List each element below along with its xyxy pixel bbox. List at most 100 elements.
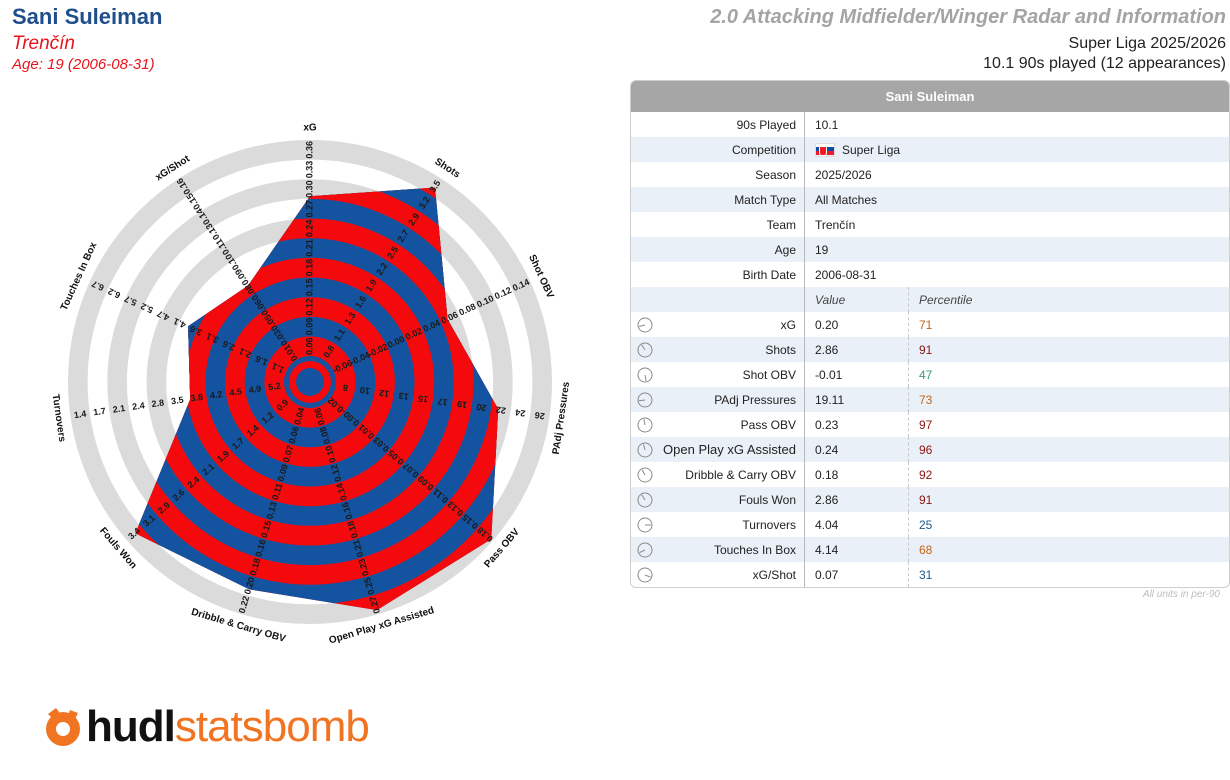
percentile-clock-icon xyxy=(631,467,659,483)
tick-label: 4.7 xyxy=(155,309,171,323)
axis-label: PAdj Pressures xyxy=(551,381,572,455)
tick-label: 0.04 xyxy=(292,406,307,426)
nineties-played-line: 10.1 90s played (12 appearances) xyxy=(983,55,1226,72)
metric-value: 4.04 xyxy=(805,512,909,537)
tick-label: 0.18 xyxy=(345,520,360,540)
metric-label: Shot OBV xyxy=(659,362,805,387)
percentile-clock-icon xyxy=(631,317,659,333)
tick-label: 26 xyxy=(534,410,545,421)
row-value: All Matches xyxy=(805,193,877,207)
row-label: Team xyxy=(659,212,805,237)
metric-row: Shot OBV -0.01 47 xyxy=(631,362,1229,387)
tick-label: 3.8 xyxy=(190,392,204,404)
metric-percentile: 91 xyxy=(919,492,933,507)
table-row: Match Type All Matches xyxy=(631,187,1229,212)
tick-label: 6.7 xyxy=(90,279,106,293)
tick-label: 24 xyxy=(515,407,526,418)
metric-value: 0.07 xyxy=(805,562,909,587)
tick-label: 22 xyxy=(495,404,506,415)
metric-row: Fouls Won 2.86 91 xyxy=(631,487,1229,512)
tick-label: 0.06 xyxy=(312,407,327,427)
units-footnote: All units in per-90 xyxy=(1142,589,1220,600)
tick-label: 0.13 xyxy=(264,501,279,521)
metric-percentile: 71 xyxy=(919,317,933,332)
tick-label: 0.33 xyxy=(304,161,314,179)
axis-label: xG xyxy=(303,123,317,134)
age-line: Age: 19 (2006-08-31) xyxy=(12,56,155,73)
row-label: 90s Played xyxy=(659,112,805,137)
column-header-value: Value xyxy=(805,287,909,312)
tick-label: 15 xyxy=(417,393,428,404)
tick-label: 3.1 xyxy=(205,331,221,345)
metric-percentile: 25 xyxy=(919,517,933,532)
percentile-clock-icon xyxy=(631,417,659,433)
metric-value: 0.20 xyxy=(805,312,909,337)
table-row: 90s Played 10.1 xyxy=(631,112,1229,137)
metric-label: Shots xyxy=(659,337,805,362)
row-value-text: 10.1 xyxy=(815,117,839,132)
tick-label: 0.15 xyxy=(304,279,314,297)
metric-percentile: 73 xyxy=(919,392,933,407)
tick-label: 0.16 xyxy=(340,501,355,521)
metric-label: Open Play xG Assisted xyxy=(659,437,805,462)
tick-label: 0.07 xyxy=(281,444,296,464)
tick-label: 0.15 xyxy=(259,519,274,539)
percentile-clock-icon xyxy=(631,492,659,508)
tick-label: 0.12 xyxy=(493,285,513,301)
tick-label: 0.09 xyxy=(304,318,314,336)
column-header-percentile: Percentile xyxy=(919,292,973,307)
tick-label: 2.6 xyxy=(221,338,237,352)
metric-label: PAdj Pressures xyxy=(659,387,805,412)
axis-label: Turnovers xyxy=(50,393,68,443)
table-row: Competition Super Liga xyxy=(631,137,1229,162)
row-value-text: Trenčín xyxy=(815,217,856,232)
tick-label: 2.4 xyxy=(132,400,146,412)
tick-label: 5.2 xyxy=(268,381,282,393)
column-header-blank xyxy=(659,287,805,312)
tick-label: 0.22 xyxy=(237,595,252,615)
player-info-table: Sani Suleiman 90s Played 10.1 Competition S… xyxy=(630,80,1230,588)
tick-label: 8 xyxy=(342,382,348,393)
percentile-clock-icon xyxy=(631,517,659,533)
tick-label: 5.2 xyxy=(139,301,155,315)
tick-label: 10 xyxy=(359,385,370,396)
metric-percentile: 91 xyxy=(919,342,933,357)
tick-label: 0.21 xyxy=(351,539,366,559)
league-season: Super Liga 2025/2026 xyxy=(1068,35,1226,52)
tick-label: 1.6 xyxy=(254,353,270,367)
tick-label: 20 xyxy=(476,402,487,413)
tick-label: 0.09 xyxy=(275,463,290,483)
tick-label: 3.6 xyxy=(188,324,204,338)
row-value-text: All Matches xyxy=(815,192,878,207)
tick-label: 17 xyxy=(437,396,448,407)
row-value: 19 xyxy=(805,243,828,257)
tick-label: 1.1 xyxy=(270,361,286,375)
tick-label: 2.1 xyxy=(112,403,126,415)
row-value-text: Super Liga xyxy=(842,142,901,157)
percentile-clock-icon xyxy=(631,342,659,358)
metric-label: xG/Shot xyxy=(659,562,805,587)
tick-label: 0.11 xyxy=(270,482,284,501)
tick-label: 0.25 xyxy=(362,576,377,596)
metric-percentile: 31 xyxy=(919,567,933,582)
tick-label: 0.21 xyxy=(304,239,314,257)
percentile-clock-icon xyxy=(631,392,659,408)
logo-hudl-text: hudl xyxy=(86,702,176,751)
tick-label: 0.16 xyxy=(253,538,268,558)
metric-row: Shots 2.86 91 xyxy=(631,337,1229,362)
metric-label: xG xyxy=(659,312,805,337)
table-body: 90s Played 10.1 Competition Super Liga Seaso… xyxy=(631,112,1229,587)
row-value-text: 19 xyxy=(815,242,829,257)
row-value: Trenčín xyxy=(805,218,855,232)
tick-label: 0.14 xyxy=(334,482,349,502)
tick-label: 0.30 xyxy=(304,180,314,198)
row-label: Season xyxy=(659,162,805,187)
metric-row: Dribble & Carry OBV 0.18 92 xyxy=(631,462,1229,487)
tick-label: 0.08 xyxy=(318,426,333,446)
tick-label: 1.7 xyxy=(93,406,107,418)
tick-label: 5.7 xyxy=(123,294,139,308)
tick-label: 4.2 xyxy=(209,389,223,401)
metric-percentile: 96 xyxy=(919,442,933,457)
tick-label: 0.08 xyxy=(457,301,477,317)
metric-value: 0.24 xyxy=(805,437,909,462)
